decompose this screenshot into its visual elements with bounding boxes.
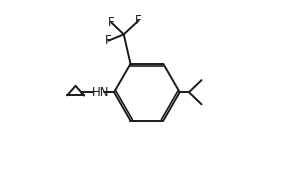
Text: F: F — [108, 16, 114, 29]
Text: F: F — [105, 34, 112, 47]
Text: HN: HN — [92, 86, 109, 99]
Text: F: F — [135, 14, 142, 27]
